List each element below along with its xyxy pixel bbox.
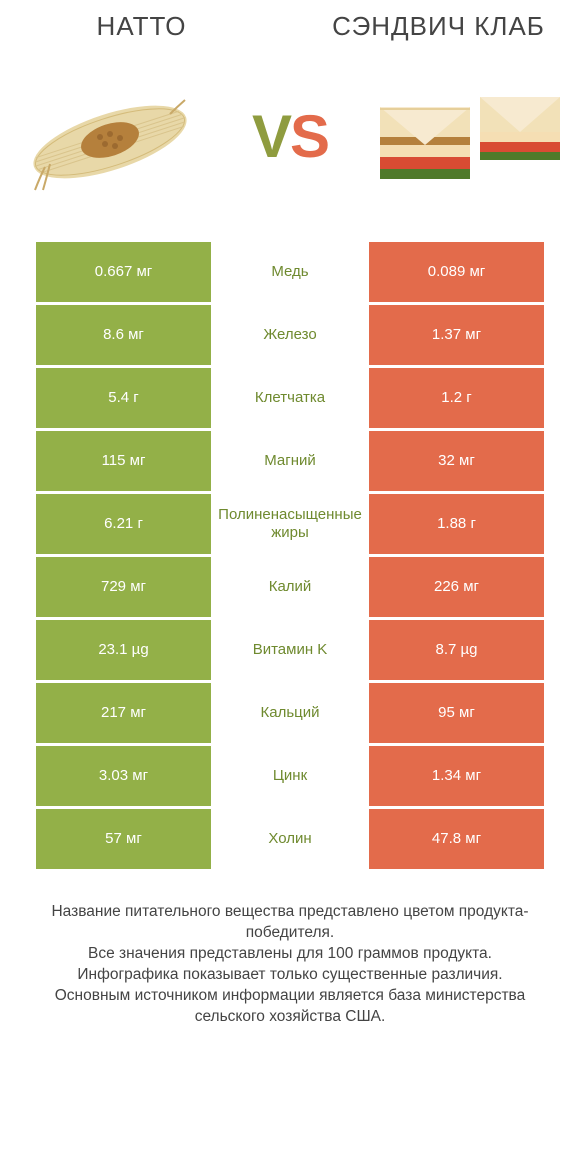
table-row: 0.667 мгМедь0.089 мг	[36, 242, 544, 305]
value-right: 1.2 г	[369, 368, 544, 428]
value-left: 3.03 мг	[36, 746, 211, 806]
value-right: 95 мг	[369, 683, 544, 743]
value-right: 1.88 г	[369, 494, 544, 554]
title-right: СЭНДВИЧ КЛАБ	[317, 12, 560, 42]
nutrient-label: Холин	[211, 809, 369, 869]
table-row: 8.6 мгЖелезо1.37 мг	[36, 305, 544, 368]
value-right: 47.8 мг	[369, 809, 544, 869]
value-left: 729 мг	[36, 557, 211, 617]
images-row: VS	[0, 42, 580, 242]
header: НАТТО СЭНДВИЧ КЛАБ	[0, 0, 580, 42]
table-row: 23.1 µgВитамин K8.7 µg	[36, 620, 544, 683]
comparison-table: 0.667 мгМедь0.089 мг8.6 мгЖелезо1.37 мг5…	[0, 242, 580, 872]
value-right: 1.34 мг	[369, 746, 544, 806]
value-left: 217 мг	[36, 683, 211, 743]
nutrient-label: Цинк	[211, 746, 369, 806]
value-right: 226 мг	[369, 557, 544, 617]
value-left: 6.21 г	[36, 494, 211, 554]
table-row: 217 мгКальций95 мг	[36, 683, 544, 746]
value-left: 115 мг	[36, 431, 211, 491]
table-row: 3.03 мгЦинк1.34 мг	[36, 746, 544, 809]
nutrient-label: Калий	[211, 557, 369, 617]
value-right: 8.7 µg	[369, 620, 544, 680]
value-left: 23.1 µg	[36, 620, 211, 680]
value-right: 1.37 мг	[369, 305, 544, 365]
nutrient-label: Железо	[211, 305, 369, 365]
sandwich-image	[370, 62, 570, 212]
value-left: 5.4 г	[36, 368, 211, 428]
value-right: 0.089 мг	[369, 242, 544, 302]
vs-s: S	[290, 103, 328, 170]
nutrient-label: Медь	[211, 242, 369, 302]
value-left: 8.6 мг	[36, 305, 211, 365]
nutrient-label: Витамин K	[211, 620, 369, 680]
value-right: 32 мг	[369, 431, 544, 491]
footer-line: Название питательного вещества представл…	[30, 902, 550, 944]
vs-label: VS	[252, 102, 328, 171]
footer-line: Инфографика показывает только существенн…	[30, 965, 550, 986]
footer-line: Все значения представлены для 100 граммо…	[30, 944, 550, 965]
vs-v: V	[252, 103, 290, 170]
nutrient-label: Кальций	[211, 683, 369, 743]
footer-line: Основным источником информации является …	[30, 986, 550, 1028]
natto-image	[10, 62, 210, 212]
table-row: 6.21 гПолиненасыщенные жиры1.88 г	[36, 494, 544, 557]
value-left: 57 мг	[36, 809, 211, 869]
nutrient-label: Клетчатка	[211, 368, 369, 428]
footer-notes: Название питательного вещества представл…	[0, 872, 580, 1028]
table-row: 729 мгКалий226 мг	[36, 557, 544, 620]
table-row: 57 мгХолин47.8 мг	[36, 809, 544, 872]
title-left: НАТТО	[20, 12, 263, 42]
table-row: 5.4 гКлетчатка1.2 г	[36, 368, 544, 431]
table-row: 115 мгМагний32 мг	[36, 431, 544, 494]
nutrient-label: Магний	[211, 431, 369, 491]
nutrient-label: Полиненасыщенные жиры	[211, 494, 369, 554]
value-left: 0.667 мг	[36, 242, 211, 302]
